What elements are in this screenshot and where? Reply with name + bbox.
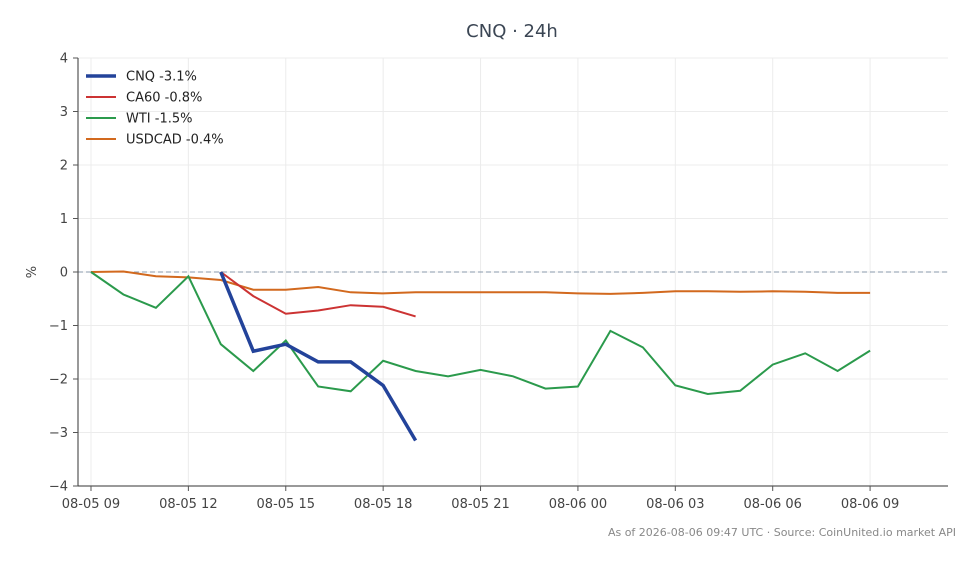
footer-source-note: As of 2026-08-06 09:47 UTC · Source: Coi… [607,526,956,539]
series-line-usdcad [90,270,871,295]
y-axis-ticks: 4 3 2 1 0 −1 −2 −3 −4 [49,52,78,495]
y-axis-label: % [25,266,40,278]
y-tick-label: 1 [60,212,68,227]
y-tick-label: 3 [60,105,68,120]
y-tick-label: −3 [49,426,68,441]
legend-entry-label: WTI -1.5% [126,112,192,127]
y-tick-label: 2 [60,159,68,174]
legend: CNQ -3.1% CA60 -0.8% WTI -1.5% USDCAD -0.4% [86,70,224,148]
x-tick-label: 08-05 12 [159,497,217,512]
x-tick-label: 08-06 09 [841,497,899,512]
y-tick-label: 0 [60,266,68,281]
x-axis-ticks: 08-05 09 08-05 12 08-05 15 08-05 18 08-05 21… [62,486,899,512]
x-tick-label: 08-05 09 [62,497,120,512]
series-lines [90,270,871,442]
legend-entry-label: CA60 -0.8% [126,91,202,106]
legend-entry-label: CNQ -3.1% [126,70,197,85]
y-tick-label: −4 [49,480,68,495]
legend-entry-label: USDCAD -0.4% [126,133,224,148]
y-tick-label: −2 [49,373,68,388]
x-tick-label: 08-05 15 [257,497,315,512]
series-line-wti [90,271,871,396]
y-tick-label: 4 [60,52,68,67]
series-line-cnq [219,271,418,442]
x-tick-label: 08-06 06 [743,497,801,512]
chart-title: CNQ · 24h [466,21,558,42]
x-tick-label: 08-06 00 [549,497,607,512]
series-line-ca60 [220,271,416,318]
y-tick-label: −1 [49,319,68,334]
x-tick-label: 08-05 21 [451,497,509,512]
x-tick-label: 08-05 18 [354,497,412,512]
x-tick-label: 08-06 03 [646,497,704,512]
